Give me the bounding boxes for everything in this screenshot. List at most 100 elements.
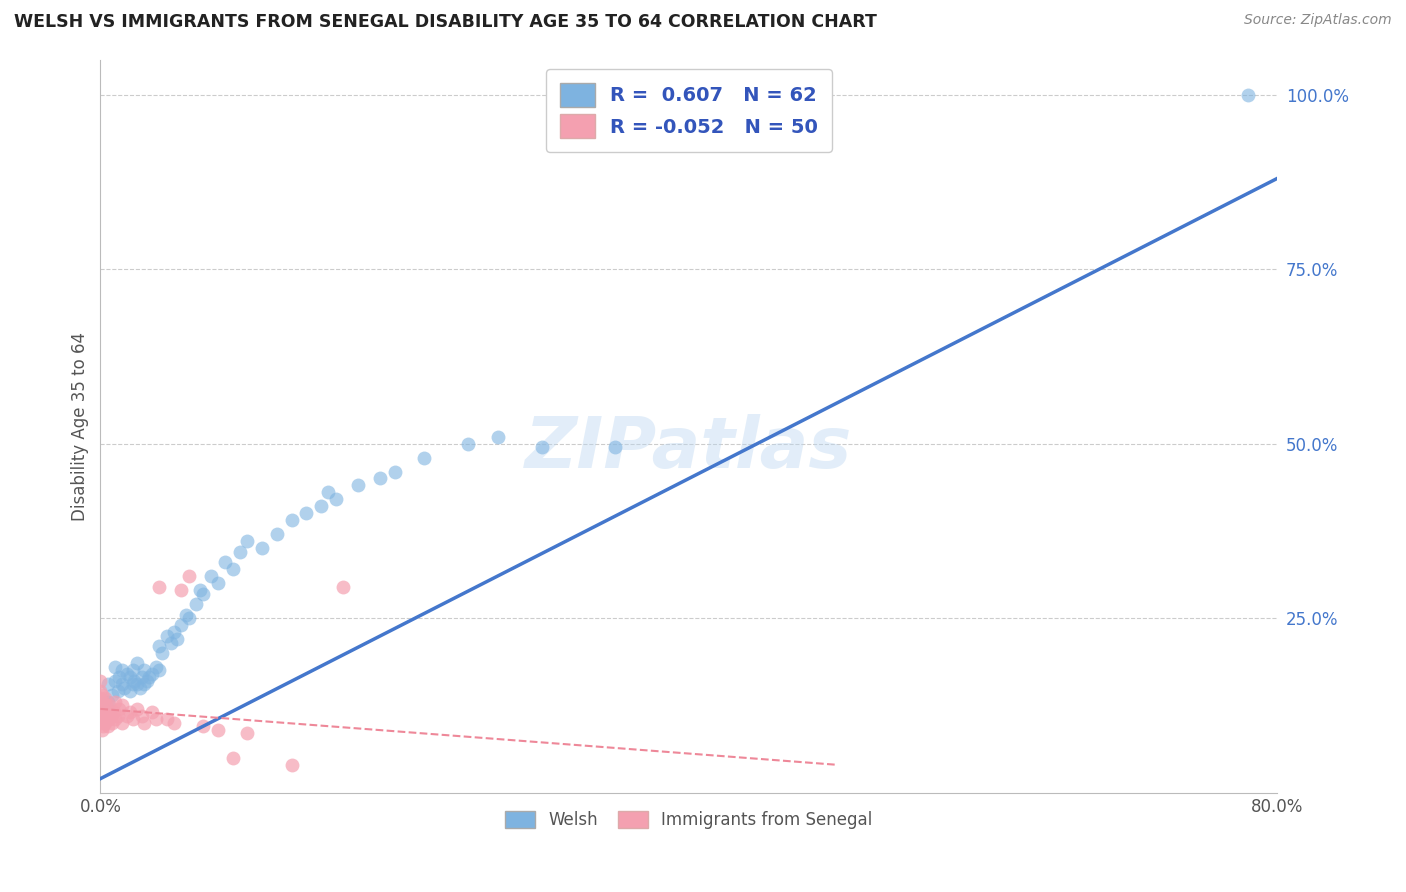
Point <box>309 500 332 514</box>
Point <box>101 715 124 730</box>
Point <box>103 706 125 720</box>
Point <box>266 527 288 541</box>
Point <box>91 709 114 723</box>
Point <box>145 712 167 726</box>
Point <box>104 695 127 709</box>
Point <box>101 688 124 702</box>
Point <box>97 706 120 720</box>
Point <box>121 664 143 678</box>
Point <box>96 698 118 713</box>
Point <box>332 580 354 594</box>
Point <box>236 534 259 549</box>
Point <box>121 712 143 726</box>
Point <box>163 625 186 640</box>
Point <box>229 545 252 559</box>
Point <box>111 677 134 691</box>
Point <box>90 702 112 716</box>
Point <box>605 440 627 454</box>
Point <box>222 750 245 764</box>
Point <box>318 485 340 500</box>
Point <box>131 670 153 684</box>
Point <box>89 706 111 720</box>
Point <box>141 667 163 681</box>
Point <box>111 698 134 713</box>
Point <box>170 583 193 598</box>
Point <box>108 670 131 684</box>
Text: Source: ZipAtlas.com: Source: ZipAtlas.com <box>1244 13 1392 28</box>
Point <box>207 576 229 591</box>
Point <box>89 684 111 698</box>
Point <box>94 691 117 706</box>
Point <box>166 632 188 646</box>
Point <box>190 583 212 598</box>
Point <box>457 436 479 450</box>
Point <box>222 562 245 576</box>
Point <box>91 719 114 733</box>
Point <box>111 664 134 678</box>
Point <box>236 726 259 740</box>
Point <box>134 677 156 691</box>
Point <box>121 677 143 691</box>
Point <box>118 706 141 720</box>
Y-axis label: Disability Age 35 to 64: Disability Age 35 to 64 <box>72 332 89 521</box>
Point <box>91 695 114 709</box>
Point <box>100 709 122 723</box>
Point <box>141 706 163 720</box>
Point <box>97 677 120 691</box>
Point <box>214 555 236 569</box>
Point <box>94 715 117 730</box>
Point <box>155 712 177 726</box>
Point <box>368 471 391 485</box>
Point <box>184 597 207 611</box>
Point <box>1237 87 1260 102</box>
Point <box>94 706 117 720</box>
Point <box>118 684 141 698</box>
Point <box>89 691 111 706</box>
Point <box>134 664 156 678</box>
Point <box>136 673 159 688</box>
Point <box>98 712 121 726</box>
Point <box>97 695 120 709</box>
Point <box>207 723 229 737</box>
Point <box>122 673 145 688</box>
Point <box>193 719 215 733</box>
Point <box>138 670 160 684</box>
Point <box>115 709 138 723</box>
Point <box>89 673 111 688</box>
Point <box>108 702 131 716</box>
Point <box>90 723 112 737</box>
Point <box>163 715 186 730</box>
Point <box>134 715 156 730</box>
Legend: Welsh, Immigrants from Senegal: Welsh, Immigrants from Senegal <box>499 804 879 836</box>
Point <box>170 618 193 632</box>
Point <box>384 465 406 479</box>
Text: ZIPatlas: ZIPatlas <box>526 414 852 483</box>
Point <box>150 646 173 660</box>
Point <box>148 664 170 678</box>
Point <box>104 673 127 688</box>
Point <box>111 715 134 730</box>
Point <box>90 712 112 726</box>
Point <box>148 580 170 594</box>
Point <box>295 507 318 521</box>
Point <box>148 639 170 653</box>
Point <box>97 719 120 733</box>
Point <box>325 492 347 507</box>
Point <box>413 450 436 465</box>
Point <box>112 681 135 695</box>
Point <box>115 667 138 681</box>
Point <box>127 702 149 716</box>
Point <box>280 513 302 527</box>
Text: WELSH VS IMMIGRANTS FROM SENEGAL DISABILITY AGE 35 TO 64 CORRELATION CHART: WELSH VS IMMIGRANTS FROM SENEGAL DISABIL… <box>14 13 877 31</box>
Point <box>104 712 127 726</box>
Point <box>129 681 152 695</box>
Point <box>90 688 112 702</box>
Point <box>160 635 183 649</box>
Point <box>174 607 197 622</box>
Point <box>118 670 141 684</box>
Point <box>98 698 121 713</box>
Point <box>127 657 149 671</box>
Point <box>280 757 302 772</box>
Point <box>131 709 153 723</box>
Point <box>486 429 509 443</box>
